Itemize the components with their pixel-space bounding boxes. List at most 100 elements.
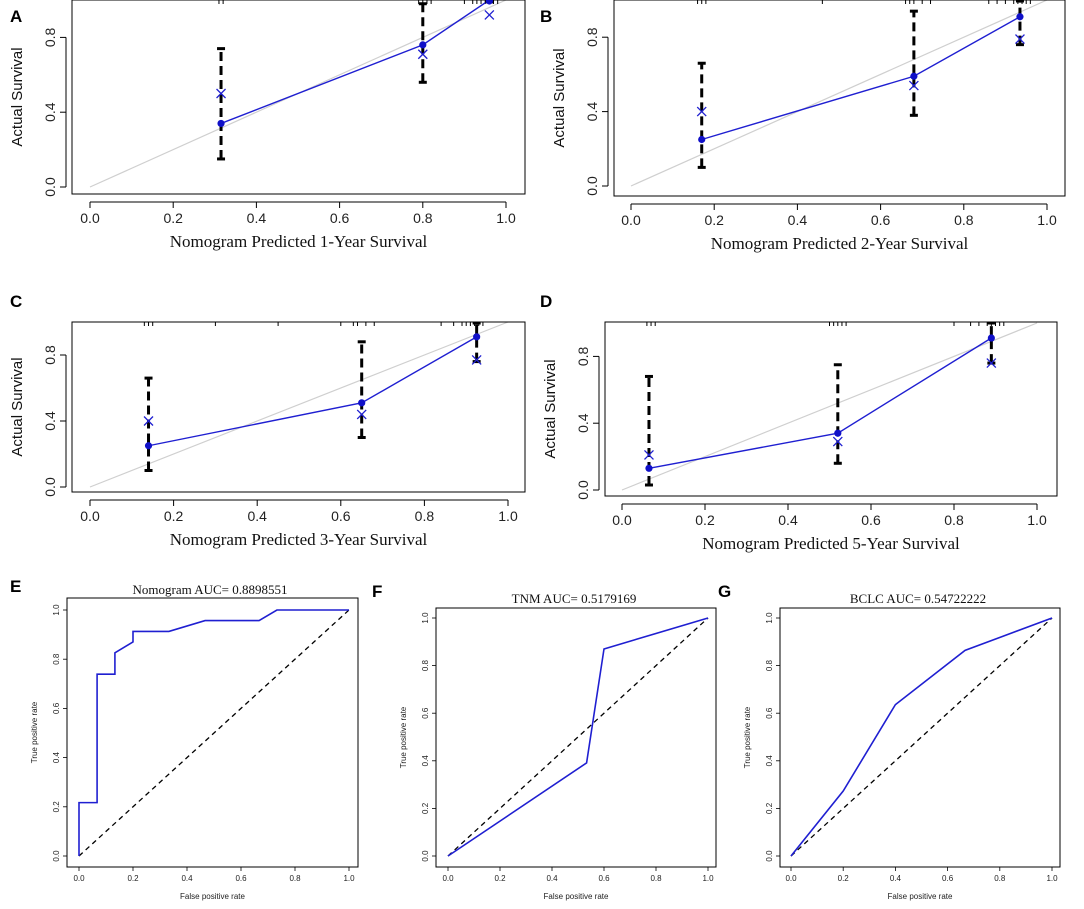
y-tick-label: 0.6 <box>52 702 61 714</box>
observed-point <box>698 135 706 144</box>
x-tick-label: 0.2 <box>163 210 183 226</box>
corrected-point-marker <box>143 416 154 426</box>
x-tick-label: 1.0 <box>1037 212 1057 228</box>
x-axis-label: False positive rate <box>888 892 953 901</box>
roc-curve <box>78 609 349 856</box>
corrected-point-marker <box>696 106 707 117</box>
y-axis-label: Actual Survival <box>551 48 568 147</box>
y-tick-label: 0.4 <box>42 102 58 122</box>
x-tick-label: 0.8 <box>413 210 433 226</box>
observed-point <box>144 442 153 450</box>
x-tick-label: 0.2 <box>127 874 139 883</box>
y-axis-label: True positive rate <box>743 706 752 768</box>
y-tick-label: 0.8 <box>421 659 430 671</box>
x-tick-label: 0.0 <box>612 512 632 528</box>
y-tick-label: 0.2 <box>765 802 774 814</box>
roc-title: Nomogram AUC= 0.8898551 <box>132 582 287 597</box>
x-tick-label: 0.0 <box>442 874 454 883</box>
roc-plot-bclc: BCLC AUC= 0.54722222 0.0 0.2 0.4 0.6 0.8 1.0 0.… <box>743 591 1061 901</box>
y-axis-label: True positive rate <box>30 701 39 763</box>
y-axis-label: Actual Survival <box>9 47 26 146</box>
x-tick-label: 0.4 <box>247 210 267 226</box>
observed-point <box>645 464 653 472</box>
x-tick-label: 0.0 <box>73 874 85 883</box>
y-axis-label: True positive rate <box>399 706 408 768</box>
observed-point <box>217 119 225 128</box>
plot-frame <box>604 321 1058 497</box>
panel-letter-c: C <box>10 292 22 311</box>
x-tick-label: 0.8 <box>944 512 964 528</box>
y-tick-label: 0.4 <box>421 755 430 767</box>
observed-point <box>987 334 995 342</box>
roc-curve <box>790 617 1053 857</box>
y-tick-label: 0.4 <box>52 751 61 763</box>
calibration-line <box>701 16 1021 141</box>
calibration-line <box>648 337 992 469</box>
x-tick-label: 0.6 <box>331 508 351 524</box>
x-axis-label: False positive rate <box>180 892 245 901</box>
y-axis-label: Actual Survival <box>9 357 26 456</box>
x-tick-label: 0.2 <box>695 512 715 528</box>
x-tick-label: 0.0 <box>621 212 641 228</box>
y-tick-label: 1.0 <box>765 612 774 624</box>
calibration-plot-1-year: 0.0 0.2 0.4 0.6 0.8 1.0 0.0 0.4 0.8 Nomogram Pred… <box>9 0 526 251</box>
ideal-diagonal-line <box>630 0 1048 187</box>
x-tick-label: 0.2 <box>704 212 724 228</box>
y-tick-label: 0.8 <box>584 27 600 47</box>
x-axis-label: False positive rate <box>544 892 609 901</box>
x-tick-label: 0.4 <box>546 874 558 883</box>
corrected-point-marker <box>1015 34 1025 45</box>
y-tick-label: 0.8 <box>42 27 58 47</box>
chance-diagonal-line <box>790 617 1053 857</box>
y-axis-label: Actual Survival <box>542 359 559 458</box>
panel-letter-a: A <box>10 7 22 26</box>
y-tick-label: 0.0 <box>575 480 591 500</box>
y-tick-label: 0.8 <box>42 345 58 365</box>
ideal-diagonal-line <box>621 322 1038 491</box>
panel-letter-f: F <box>372 582 382 601</box>
x-tick-label: 1.0 <box>343 874 355 883</box>
y-tick-label: 1.0 <box>52 604 61 616</box>
corrected-point-marker <box>832 436 843 447</box>
x-tick-label: 0.6 <box>235 874 247 883</box>
x-tick-label: 0.6 <box>861 512 881 528</box>
x-tick-label: 0.2 <box>164 508 184 524</box>
observed-point <box>485 0 493 5</box>
y-tick-label: 0.4 <box>584 102 600 122</box>
panel-letter-g: G <box>718 582 731 601</box>
y-tick-label: 0.8 <box>52 653 61 665</box>
x-tick-label: 1.0 <box>1027 512 1047 528</box>
x-tick-label: 0.0 <box>785 874 797 883</box>
x-tick-label: 0.6 <box>942 874 954 883</box>
plot-frame <box>435 607 717 868</box>
x-tick-label: 0.4 <box>890 874 902 883</box>
x-tick-label: 1.0 <box>498 508 518 524</box>
plot-frame <box>613 0 1066 197</box>
y-tick-label: 0.6 <box>765 707 774 719</box>
plot-frame <box>779 607 1061 868</box>
y-tick-label: 0.2 <box>421 802 430 814</box>
x-axis-label: Nomogram Predicted 5-Year Survival <box>702 534 960 553</box>
y-tick-label: 0.0 <box>584 176 600 196</box>
x-axis-label: Nomogram Predicted 2-Year Survival <box>711 234 969 253</box>
corrected-point-marker <box>908 80 919 91</box>
observed-point <box>473 333 481 341</box>
corrected-point-marker <box>986 358 997 369</box>
y-tick-label: 0.0 <box>421 850 430 862</box>
x-tick-label: 0.8 <box>289 874 301 883</box>
corrected-point-marker <box>216 88 226 99</box>
y-tick-label: 0.4 <box>42 411 58 431</box>
calibration-plot-5-year: 0.0 0.2 0.4 0.6 0.8 1.0 0.0 0.4 0.8 Nomogram Pred… <box>542 321 1058 553</box>
y-tick-label: 0.8 <box>575 346 591 366</box>
x-axis-label: Nomogram Predicted 1-Year Survival <box>170 232 428 251</box>
roc-curve <box>447 617 709 857</box>
y-tick-label: 0.0 <box>765 850 774 862</box>
observed-point <box>358 399 366 407</box>
y-tick-label: 0.2 <box>52 801 61 813</box>
x-tick-label: 0.2 <box>494 874 506 883</box>
observed-point <box>834 429 842 437</box>
corrected-point-marker <box>356 409 367 420</box>
x-tick-label: 0.8 <box>954 212 974 228</box>
chance-diagonal-line <box>78 609 350 857</box>
